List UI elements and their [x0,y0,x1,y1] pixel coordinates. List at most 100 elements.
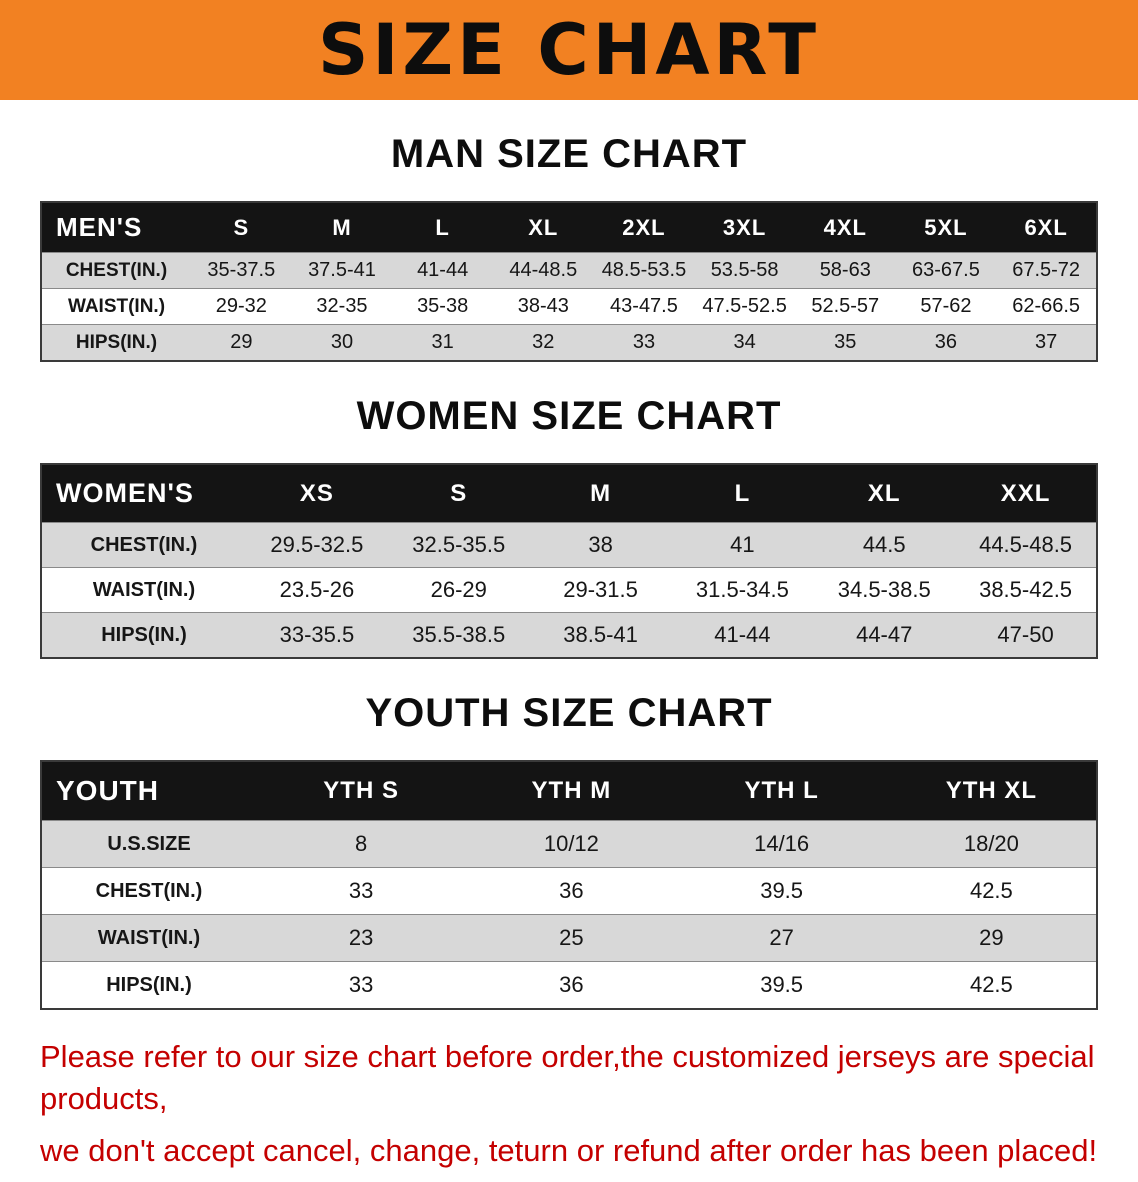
row-label: CHEST(IN.) [41,522,246,568]
table-cell: 36 [466,867,677,915]
table-cell: 53.5-58 [694,252,795,289]
table-cell: 33 [256,867,467,915]
table-cell: 35-38 [392,288,493,325]
table-cell: 30 [291,324,393,362]
table-cell: 44.5 [813,522,956,568]
table-row: CHEST(IN.) 35-37.5 37.5-41 41-44 44-48.5 48.5… [41,252,1097,289]
table-cell: 39.5 [676,961,887,1010]
table-cell: 44-47 [813,612,956,659]
column-header: 4XL [794,202,896,253]
table-cell: 43-47.5 [593,288,695,325]
section-men: MAN SIZE CHART MEN'S S M L XL 2XL 3XL 4XL 5XL 6XL… [0,132,1138,362]
women-size-table: WOMEN'S XS S M L XL XXL CHEST(IN.) 29.5-32.5 32.5… [40,463,1098,659]
table-cell: 29-32 [191,288,292,325]
table-cell: 57-62 [895,288,997,325]
column-header: YTH XL [886,761,1097,821]
column-header: XXL [955,464,1097,523]
disclaimer: Please refer to our size chart before or… [0,1036,1138,1172]
table-cell: 34.5-38.5 [813,567,956,613]
table-cell: 36 [895,324,997,362]
table-cell: 67.5-72 [996,252,1097,289]
header-row: WOMEN'S XS S M L XL XXL [41,464,1097,523]
table-row: CHEST(IN.) 33 36 39.5 42.5 [41,867,1097,915]
banner: SIZE CHART [0,0,1138,100]
column-header: M [291,202,393,253]
disclaimer-line-2: we don't accept cancel, change, teturn o… [40,1132,1098,1168]
table-cell: 33-35.5 [246,612,388,659]
table-cell: 44.5-48.5 [955,522,1097,568]
table-cell: 48.5-53.5 [593,252,695,289]
table-title-cell: WOMEN'S [41,464,246,523]
row-label: WAIST(IN.) [41,567,246,613]
men-section-heading: MAN SIZE CHART [390,132,748,176]
table-cell: 35 [794,324,896,362]
men-size-table: MEN'S S M L XL 2XL 3XL 4XL 5XL 6XL CHEST(IN.) 35-37… [40,201,1098,362]
table-cell: 23.5-26 [246,567,388,613]
table-cell: 41-44 [392,252,493,289]
table-cell: 35-37.5 [191,252,292,289]
table-cell: 47.5-52.5 [694,288,795,325]
table-row: CHEST(IN.) 29.5-32.5 32.5-35.5 38 41 44.5 44.5… [41,522,1097,568]
column-header: YTH M [466,761,677,821]
table-cell: 18/20 [886,820,1097,868]
column-header: XL [813,464,956,523]
row-label: WAIST(IN.) [41,288,191,325]
youth-size-table: YOUTH YTH S YTH M YTH L YTH XL U.S.SIZE 8 10/12… [40,760,1098,1010]
table-cell: 38.5-41 [529,612,672,659]
table-cell: 39.5 [676,867,887,915]
table-cell: 25 [466,914,677,962]
column-header: YTH L [676,761,887,821]
table-cell: 32-35 [291,288,393,325]
table-cell: 38 [529,522,672,568]
table-cell: 33 [593,324,695,362]
column-header: 3XL [694,202,795,253]
section-women: WOMEN SIZE CHART WOMEN'S XS S M L XL XXL CHEST(… [0,394,1138,659]
row-label: U.S.SIZE [41,820,256,868]
table-title-cell: YOUTH [41,761,256,821]
column-header: S [387,464,530,523]
header-row: YOUTH YTH S YTH M YTH L YTH XL [41,761,1097,821]
table-row: HIPS(IN.) 29 30 31 32 33 34 35 36 37 [41,324,1097,362]
header-row: MEN'S S M L XL 2XL 3XL 4XL 5XL 6XL [41,202,1097,253]
table-cell: 32 [492,324,594,362]
column-header: L [671,464,814,523]
table-row: U.S.SIZE 8 10/12 14/16 18/20 [41,820,1097,868]
table-cell: 37.5-41 [291,252,393,289]
table-cell: 8 [256,820,467,868]
table-cell: 36 [466,961,677,1010]
table-row: WAIST(IN.) 29-32 32-35 35-38 38-43 43-47.5 47.… [41,288,1097,325]
table-cell: 29 [886,914,1097,962]
table-cell: 31.5-34.5 [671,567,814,613]
section-youth: YOUTH SIZE CHART YOUTH YTH S YTH M YTH L YTH… [0,691,1138,1010]
table-cell: 34 [694,324,795,362]
table-cell: 32.5-35.5 [387,522,530,568]
youth-section-heading: YOUTH SIZE CHART [365,691,773,735]
table-cell: 31 [392,324,493,362]
column-header: XL [492,202,594,253]
table-cell: 41-44 [671,612,814,659]
table-row: WAIST(IN.) 23 25 27 29 [41,914,1097,962]
row-label: HIPS(IN.) [41,612,246,659]
table-cell: 35.5-38.5 [387,612,530,659]
column-header: XS [246,464,388,523]
row-label: HIPS(IN.) [41,961,256,1010]
table-title-cell: MEN'S [41,202,191,253]
table-cell: 41 [671,522,814,568]
table-cell: 47-50 [955,612,1097,659]
row-label: HIPS(IN.) [41,324,191,362]
table-cell: 29.5-32.5 [246,522,388,568]
banner-title: SIZE CHART [317,9,821,91]
table-cell: 23 [256,914,467,962]
table-cell: 44-48.5 [492,252,594,289]
table-cell: 42.5 [886,867,1097,915]
table-cell: 62-66.5 [996,288,1097,325]
column-header: 6XL [996,202,1097,253]
table-cell: 58-63 [794,252,896,289]
row-label: WAIST(IN.) [41,914,256,962]
table-cell: 52.5-57 [794,288,896,325]
table-cell: 10/12 [466,820,677,868]
row-label: CHEST(IN.) [41,252,191,289]
table-cell: 27 [676,914,887,962]
table-cell: 29-31.5 [529,567,672,613]
